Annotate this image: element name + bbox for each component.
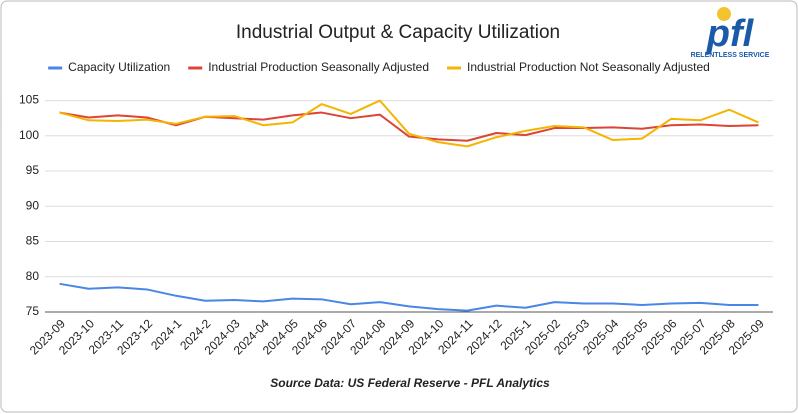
y-tick-label: 80 xyxy=(26,269,40,283)
legend-label: Industrial Production Not Seasonally Adj… xyxy=(467,60,710,74)
chart-title: Industrial Output & Capacity Utilization xyxy=(236,22,560,43)
y-tick-label: 100 xyxy=(19,128,39,142)
logo-tagline: RELENTLESS SERVICE xyxy=(691,52,770,59)
legend-label: Capacity Utilization xyxy=(68,60,170,74)
y-tick-label: 75 xyxy=(26,304,40,318)
legend-label: Industrial Production Seasonally Adjuste… xyxy=(208,60,429,74)
line-series xyxy=(59,111,759,142)
logo-sun xyxy=(717,7,731,21)
y-tick-label: 90 xyxy=(26,198,40,212)
logo: pfl RELENTLESS SERVICE xyxy=(691,7,770,59)
source-note: Source Data: US Federal Reserve - PFL An… xyxy=(270,376,550,390)
logo-text: pfl xyxy=(706,13,755,55)
y-tick-label: 85 xyxy=(26,234,40,248)
line-series xyxy=(59,99,759,148)
y-tick-label: 105 xyxy=(19,93,39,107)
y-tick-label: 95 xyxy=(26,163,40,177)
line-series xyxy=(59,282,759,312)
legend: Capacity Utilization Industrial Productio… xyxy=(48,60,710,74)
